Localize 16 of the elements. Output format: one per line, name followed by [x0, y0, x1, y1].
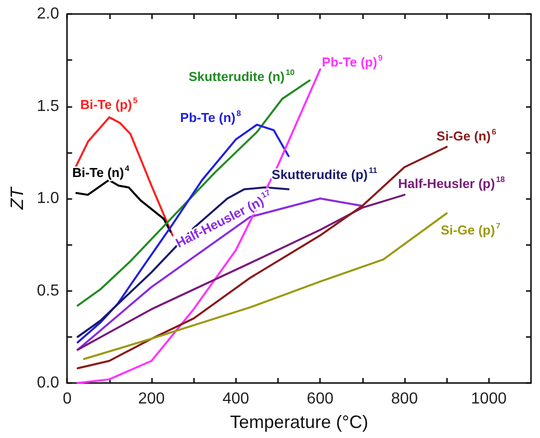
x-tick-label: 0 — [62, 390, 72, 408]
y-tick-label: 0.0 — [36, 374, 60, 392]
x-axis-title: Temperature (°C) — [230, 412, 368, 432]
y-axis-title: ZT — [7, 186, 27, 210]
x-tick-label: 400 — [222, 390, 250, 408]
line-series — [74, 116, 174, 236]
x-tick-label: 1000 — [471, 390, 507, 408]
y-tick-label: 1.5 — [36, 98, 60, 115]
y-tick-label: 2.0 — [36, 6, 60, 22]
y-tick-label: 0.5 — [36, 282, 60, 300]
line-series — [76, 186, 290, 338]
y-tick-label: 1.0 — [36, 190, 60, 207]
x-tick-label: 200 — [138, 390, 165, 408]
line-series — [75, 179, 172, 233]
x-tick-label: 600 — [306, 390, 334, 408]
x-tick-label: 800 — [391, 390, 418, 408]
